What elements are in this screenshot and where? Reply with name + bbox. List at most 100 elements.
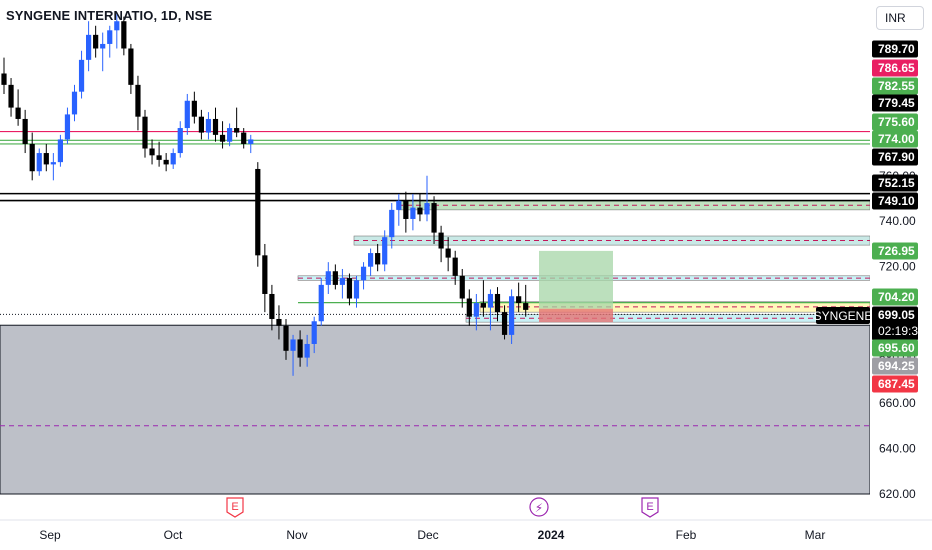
candle-body — [170, 153, 176, 165]
candle-body — [241, 132, 247, 144]
lightning-icon: ⚡ — [535, 501, 543, 515]
candle-body — [177, 128, 183, 154]
candle-body — [57, 139, 63, 163]
candle-body — [509, 296, 515, 335]
candle-body — [184, 100, 190, 129]
candle-body — [353, 280, 360, 299]
candle-body — [43, 153, 49, 165]
price-tick-label: 640.00 — [879, 442, 916, 456]
candle-body — [198, 116, 204, 133]
price-tag-label: 726.95 — [878, 244, 915, 258]
candles-layer — [1, 12, 529, 376]
candle-body — [64, 114, 71, 140]
countdown-label: 02:19:39 — [878, 324, 925, 338]
candle-body — [36, 153, 42, 172]
candle-body — [339, 278, 345, 285]
marker-shape — [226, 497, 244, 518]
candle-body — [382, 237, 388, 265]
candle-body — [114, 21, 120, 31]
candle-body — [8, 84, 14, 108]
candle-body — [396, 200, 402, 210]
price-tag-black — [872, 192, 918, 210]
price-tag-label: 789.70 — [878, 42, 915, 56]
earnings-icon: E — [231, 501, 238, 513]
candle-body — [473, 303, 479, 317]
price-tag-label: 749.10 — [878, 194, 915, 208]
candle-body — [368, 253, 374, 267]
candle-body — [276, 318, 282, 326]
price-tag-green — [872, 288, 918, 306]
candle-body — [332, 271, 338, 285]
time-axis-bg — [0, 520, 932, 550]
candle-body — [135, 84, 141, 117]
price-tick-label: 660.00 — [879, 396, 916, 410]
earnings-marker[interactable]: E — [641, 497, 659, 518]
price-tick-label: 740.00 — [879, 214, 916, 228]
marker-shape — [641, 497, 659, 518]
candle-body — [15, 107, 21, 119]
symbol-title[interactable]: SYNGENE INTERNATIO, 1D, NSE — [6, 8, 213, 23]
candle-body — [346, 278, 353, 299]
price-tag-label: 752.15 — [878, 176, 915, 190]
earnings-marker[interactable]: E — [226, 497, 244, 518]
price-tag-green — [872, 77, 918, 95]
candle-body — [283, 325, 289, 351]
price-tag-black — [872, 174, 918, 192]
price-tag-label: 786.65 — [878, 61, 915, 75]
candle-body — [431, 203, 437, 233]
time-tick-label: Oct — [164, 528, 183, 542]
candle-body — [142, 116, 148, 149]
ticker-tag-label: SYNGENE — [814, 309, 873, 323]
price-tag-gray — [872, 357, 918, 375]
time-tick-label: Sep — [39, 528, 61, 542]
dividend-marker[interactable]: ⚡ — [529, 497, 549, 517]
ticker-tag — [816, 307, 870, 324]
stop-zone — [539, 308, 613, 323]
candle-body — [290, 339, 296, 351]
candle-body — [234, 128, 240, 133]
candle-body — [311, 321, 317, 344]
time-tick-label: Nov — [286, 528, 307, 542]
zones-layer — [0, 200, 871, 495]
candle-body — [22, 118, 28, 144]
candle-body — [523, 303, 529, 310]
price-tag-black — [872, 94, 918, 112]
candle-body — [452, 257, 458, 276]
candle-body — [480, 303, 486, 308]
price-tag-black — [872, 40, 918, 58]
candle-body — [121, 21, 127, 49]
price-tag-label: 699.05 — [878, 308, 915, 322]
price-tag-black — [872, 148, 918, 166]
price-tag-label: 695.60 — [878, 341, 915, 355]
time-tick-label: 2024 — [538, 528, 565, 542]
currency-button[interactable]: INR — [876, 6, 924, 30]
marker-circle — [529, 497, 549, 517]
candle-body — [128, 48, 134, 85]
candle-body — [107, 30, 113, 44]
earnings-icon: E — [646, 501, 653, 513]
candle-body — [304, 343, 310, 358]
price-tag-label: 704.20 — [878, 290, 915, 304]
candle-body — [262, 255, 268, 294]
candle-body — [149, 148, 155, 156]
candle-body — [86, 34, 92, 60]
candle-body — [1, 73, 7, 85]
price-tag-pink — [872, 59, 918, 77]
event-markers[interactable]: E ⚡ E — [226, 497, 659, 518]
candle-body — [100, 43, 106, 49]
candle-body — [516, 296, 522, 304]
candle-body — [360, 266, 367, 281]
price-tag-green — [872, 113, 918, 131]
candle-body — [78, 59, 85, 92]
time-tick-label: Dec — [417, 528, 438, 542]
long-position-tool[interactable] — [539, 250, 613, 323]
candle-body — [219, 134, 226, 142]
candle-body — [50, 162, 56, 165]
candle-body — [227, 128, 233, 142]
price-tag-green — [872, 339, 918, 357]
price-tag-label: 774.00 — [878, 132, 915, 146]
candle-body — [318, 284, 324, 322]
price-tag-red — [872, 375, 918, 393]
candle-body — [424, 203, 430, 215]
